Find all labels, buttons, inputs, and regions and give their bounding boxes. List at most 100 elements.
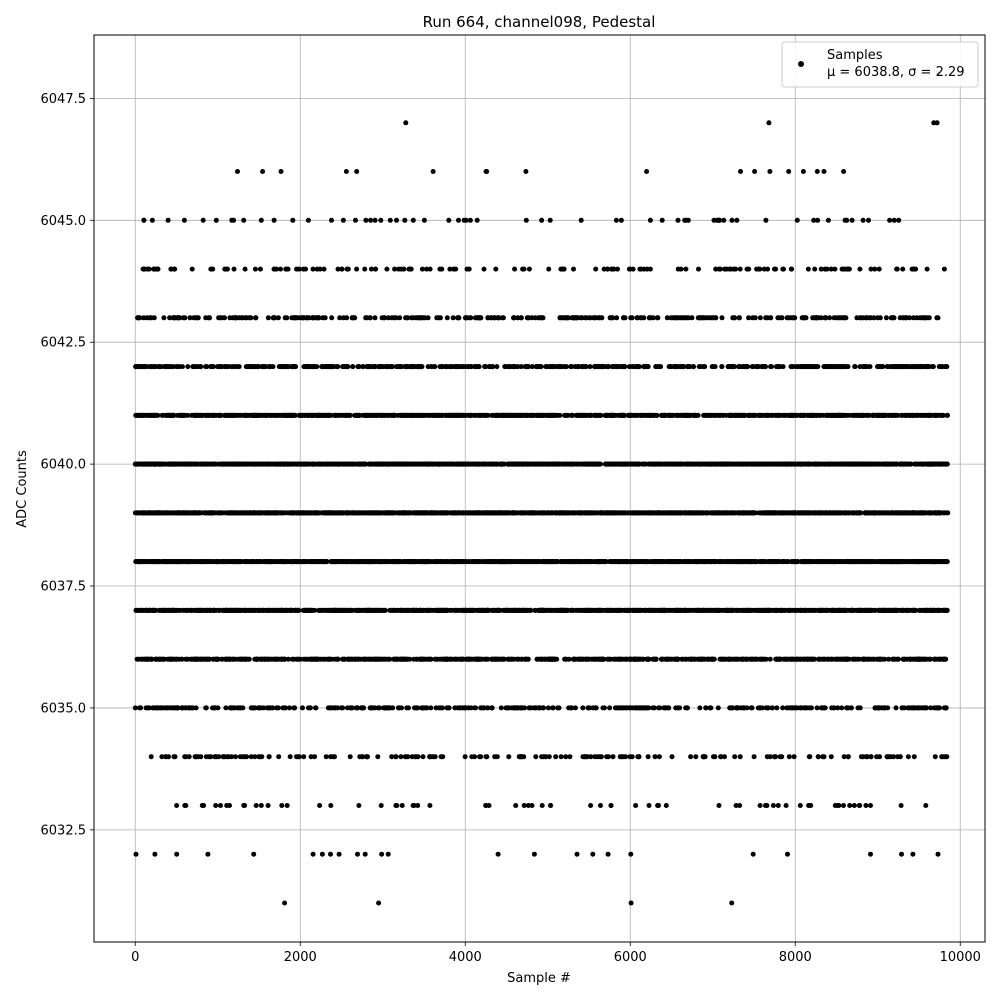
data-point	[730, 607, 736, 613]
data-point	[611, 559, 617, 565]
data-point	[528, 559, 534, 565]
data-point	[428, 705, 434, 711]
data-point	[347, 754, 353, 760]
data-point	[905, 754, 911, 760]
data-point	[878, 607, 884, 613]
data-point	[526, 705, 532, 711]
data-point	[893, 705, 899, 711]
data-point	[266, 656, 272, 662]
data-point	[910, 607, 915, 613]
data-point	[911, 754, 917, 760]
data-point	[717, 656, 723, 662]
data-point	[922, 705, 928, 711]
data-point	[710, 656, 715, 662]
data-point	[923, 559, 929, 565]
data-point	[275, 656, 281, 662]
data-point	[364, 754, 370, 760]
data-point	[891, 754, 896, 760]
data-point	[411, 803, 417, 808]
data-point	[722, 754, 727, 760]
data-point	[513, 803, 519, 808]
data-point	[598, 754, 604, 760]
data-point	[928, 705, 934, 711]
data-point	[841, 754, 847, 760]
data-point	[714, 607, 720, 613]
data-point	[156, 656, 162, 662]
data-point	[347, 656, 353, 662]
data-point	[859, 607, 865, 613]
data-point	[588, 754, 594, 760]
data-point	[935, 851, 941, 857]
data-point	[402, 607, 408, 613]
data-point	[892, 559, 898, 565]
data-point	[676, 559, 682, 565]
data-point	[284, 803, 290, 808]
data-point	[495, 851, 501, 857]
data-point	[596, 607, 602, 613]
data-point	[502, 559, 508, 565]
data-point	[574, 851, 580, 857]
data-point	[214, 559, 220, 565]
data-point	[671, 656, 677, 662]
data-points	[132, 71, 951, 906]
data-point	[877, 754, 883, 760]
data-point	[607, 705, 613, 711]
data-point	[368, 656, 374, 662]
data-point	[419, 656, 425, 662]
data-point	[397, 559, 403, 565]
data-point	[484, 754, 490, 760]
data-point	[743, 559, 749, 565]
data-point	[645, 754, 651, 760]
data-point	[912, 656, 918, 662]
data-point	[540, 607, 546, 613]
data-point	[213, 656, 219, 662]
data-point	[436, 607, 442, 613]
data-point	[899, 705, 905, 711]
data-point	[447, 656, 453, 662]
data-point	[567, 559, 573, 565]
data-point	[226, 754, 231, 760]
data-point	[381, 705, 387, 711]
data-point	[704, 656, 710, 662]
data-point	[791, 754, 797, 760]
data-point	[424, 607, 430, 613]
data-point	[740, 607, 746, 613]
data-point	[249, 559, 255, 565]
data-point	[252, 705, 258, 711]
data-point	[894, 656, 900, 662]
data-point	[718, 754, 724, 760]
data-point	[517, 705, 523, 711]
data-point	[884, 754, 890, 760]
data-point	[495, 656, 501, 662]
data-point	[917, 607, 923, 613]
data-point	[703, 705, 709, 711]
data-point	[839, 705, 845, 711]
data-point	[397, 656, 403, 662]
data-point	[770, 607, 776, 613]
data-point	[627, 705, 633, 711]
data-point	[517, 559, 523, 565]
data-point	[276, 754, 282, 760]
data-point	[726, 656, 732, 662]
data-point	[494, 754, 500, 760]
data-point	[835, 607, 841, 613]
data-point	[620, 656, 625, 662]
data-point	[163, 754, 169, 760]
data-point	[289, 656, 295, 662]
data-point	[231, 607, 237, 613]
data-point	[266, 754, 272, 760]
data-point	[910, 705, 916, 711]
data-point	[279, 803, 285, 808]
data-point	[843, 656, 849, 662]
data-point	[174, 851, 180, 857]
data-point	[453, 559, 459, 565]
data-point	[644, 656, 650, 662]
data-point	[868, 803, 873, 808]
data-point	[460, 705, 466, 711]
data-point	[267, 607, 273, 613]
data-point	[735, 559, 741, 565]
data-point	[156, 559, 162, 565]
data-point	[695, 656, 701, 662]
data-point	[669, 754, 675, 760]
data-point	[740, 705, 746, 711]
